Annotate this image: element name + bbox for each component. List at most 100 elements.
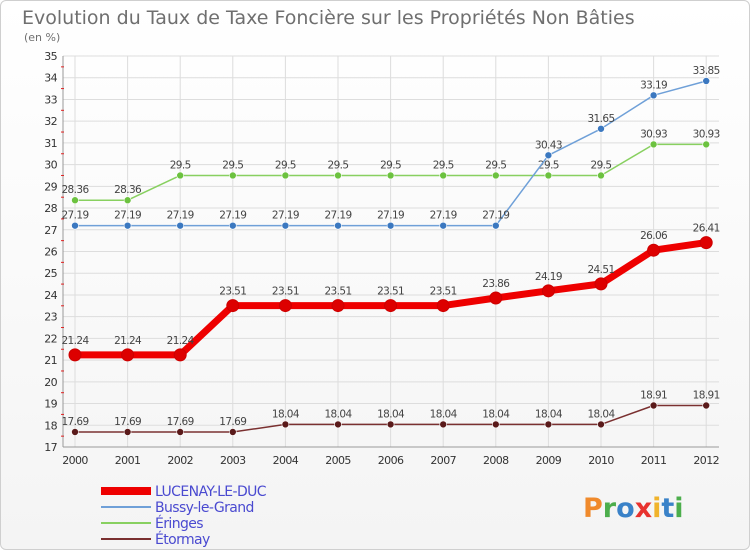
x-tick-label: 2006 <box>378 454 404 467</box>
data-point <box>123 428 132 436</box>
data-point <box>176 428 184 436</box>
data-point <box>491 221 500 230</box>
y-tick-label: 21 <box>44 354 57 367</box>
x-tick-label: 2003 <box>220 454 246 467</box>
y-tick-label: 25 <box>44 267 57 280</box>
data-label: 18.04 <box>324 408 352 420</box>
x-tick-label: 2001 <box>115 454 141 467</box>
x-tick-label: 2000 <box>62 454 88 467</box>
data-label: 23.51 <box>324 286 351 298</box>
data-point <box>278 299 292 313</box>
data-label: 23.51 <box>272 286 299 298</box>
data-label: 18.91 <box>640 390 667 402</box>
data-point <box>702 77 711 85</box>
data-point <box>123 221 132 230</box>
legend-label: Bussy-le-Grand <box>155 500 254 516</box>
y-tick-label: 29 <box>44 180 57 193</box>
gridlines <box>63 55 719 448</box>
data-label: 30.43 <box>535 139 562 151</box>
data-point <box>544 420 553 429</box>
data-point <box>334 171 342 180</box>
data-label: 33.19 <box>640 79 667 91</box>
data-point <box>386 221 395 230</box>
data-label: 27.19 <box>167 210 194 222</box>
data-point <box>386 420 395 429</box>
data-label: 23.51 <box>430 286 457 298</box>
data-point <box>173 348 187 362</box>
x-tick-label: 2010 <box>588 454 614 467</box>
logo-letter: i <box>652 493 661 524</box>
logo-letter: t <box>661 493 674 524</box>
data-label: 29.5 <box>380 159 401 171</box>
x-tick-label: 2011 <box>641 454 667 467</box>
data-point <box>436 299 450 313</box>
data-label: 23.51 <box>377 286 404 298</box>
y-tick-label: 26 <box>44 246 57 259</box>
data-label: 23.51 <box>219 286 246 298</box>
chart-subtitle: (en %) <box>24 31 60 44</box>
legend-item[interactable]: Étormay <box>101 531 211 548</box>
data-point <box>597 171 605 180</box>
logo-letter: i <box>674 493 683 524</box>
data-point <box>439 420 448 429</box>
data-label: 27.19 <box>377 210 404 222</box>
data-point <box>597 124 605 133</box>
data-label: 33.85 <box>693 65 720 77</box>
data-point <box>68 348 82 362</box>
data-point <box>544 151 553 160</box>
data-label: 24.51 <box>587 264 614 276</box>
legend-item[interactable]: Bussy-le-Grand <box>101 500 254 516</box>
chart-title: Evolution du Taux de Taxe Foncière sur l… <box>22 7 635 29</box>
data-label: 18.04 <box>587 408 615 420</box>
x-tick-label: 2008 <box>483 454 509 467</box>
series-1: 27.19 27.19 27.19 27.19 27.19 27.19 27.19 27.19… <box>61 65 720 230</box>
data-point <box>386 171 395 180</box>
legend-item[interactable]: Éringes <box>101 515 204 532</box>
data-label: 18.04 <box>377 408 405 420</box>
logo-letter: r <box>603 493 617 524</box>
y-tick-label: 24 <box>44 289 57 302</box>
data-point <box>702 140 711 149</box>
data-label: 29.5 <box>591 159 612 171</box>
series-3: 17.69 17.69 17.69 17.69 18.04 18.04 18.04 18.04… <box>61 390 720 436</box>
data-point <box>649 140 658 149</box>
logo-letter: P <box>583 493 603 524</box>
data-label: 18.04 <box>535 408 563 420</box>
data-label: 27.19 <box>272 210 299 222</box>
data-label: 21.24 <box>114 335 142 347</box>
legend-label: Étormay <box>155 531 210 548</box>
proxiti-logo: Proxiti <box>583 493 684 524</box>
x-tick-label: 2012 <box>693 454 719 467</box>
data-label: 21.24 <box>167 335 195 347</box>
data-point <box>489 291 503 305</box>
logo-letter: x <box>635 493 652 524</box>
data-label: 28.36 <box>114 184 142 196</box>
y-tick-label: 28 <box>44 202 57 215</box>
x-tick-label: 2009 <box>536 454 562 467</box>
y-tick-label: 31 <box>44 137 57 150</box>
y-tick-label: 27 <box>44 224 57 237</box>
legend-item[interactable]: LUCENAY-LE-DUC <box>101 484 267 500</box>
data-label: 23.86 <box>482 278 510 290</box>
data-label: 29.5 <box>485 159 506 171</box>
data-label: 27.19 <box>324 210 351 222</box>
data-label: 17.69 <box>61 416 88 428</box>
data-label: 29.5 <box>328 159 349 171</box>
data-label: 18.91 <box>693 390 720 402</box>
data-point <box>649 401 658 410</box>
data-point <box>71 428 79 436</box>
logo-letter: o <box>616 493 635 524</box>
data-label: 31.65 <box>587 113 614 125</box>
data-point <box>597 420 605 429</box>
x-tick-label: 2002 <box>167 454 193 467</box>
series-2: 28.36 28.36 29.5 29.5 29.5 29.5 29.5 29.5 29.5 29… <box>61 128 720 205</box>
y-tick-label: 32 <box>44 115 57 128</box>
y-tick-label: 34 <box>44 72 57 85</box>
data-point <box>594 277 608 291</box>
data-point <box>491 171 500 180</box>
data-label: 30.93 <box>693 128 720 140</box>
data-point <box>71 196 79 205</box>
data-label: 27.19 <box>430 210 457 222</box>
